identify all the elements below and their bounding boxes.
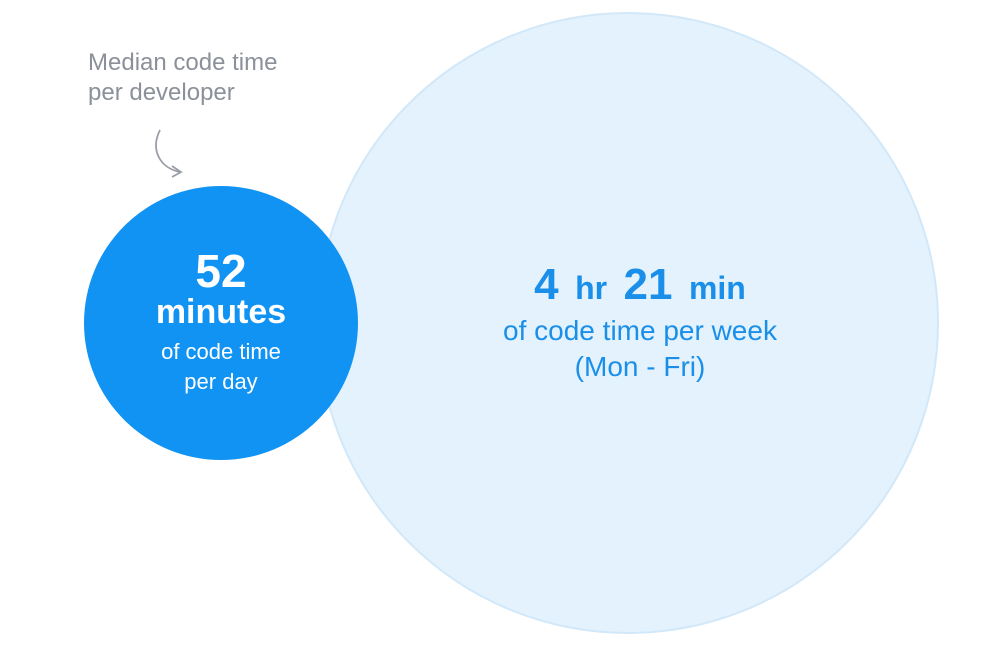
weekly-caption: of code time per week — [503, 315, 778, 346]
weekly-minutes: 21 — [624, 260, 673, 309]
annotation-line: Median code time — [88, 49, 277, 76]
daily-value: 52 — [195, 245, 246, 297]
weekly-minutes-unit: min — [689, 270, 746, 306]
daily-unit: minutes — [156, 293, 286, 331]
weekly-hours: 4 — [534, 260, 559, 309]
annotation-arrowhead — [171, 165, 183, 178]
daily-caption: per day — [184, 369, 257, 394]
daily-circle — [84, 186, 358, 460]
weekly-hours-unit: hr — [575, 270, 607, 306]
weekly-caption: (Mon - Fri) — [575, 351, 706, 382]
weekly-value: 4 hr 21 min — [534, 260, 746, 309]
daily-caption: of code time — [161, 339, 281, 364]
annotation-arrow — [155, 129, 181, 173]
annotation-line: per developer — [88, 79, 235, 106]
